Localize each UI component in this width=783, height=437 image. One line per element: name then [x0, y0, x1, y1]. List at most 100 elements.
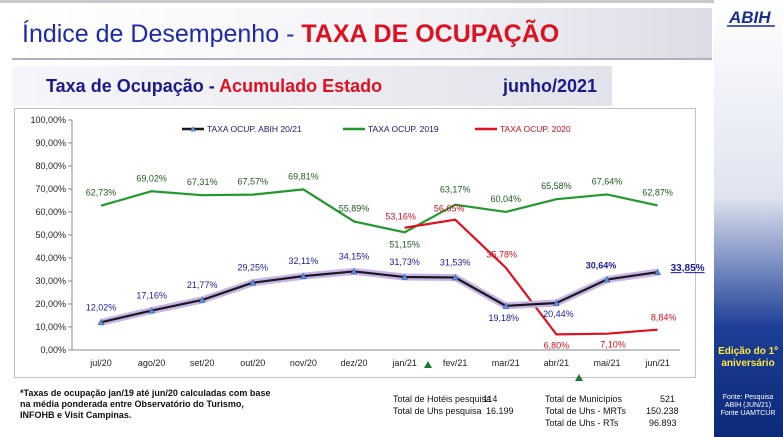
abih-logo: ABIH: [727, 8, 775, 27]
data-label-abih: 12,02%: [86, 302, 117, 312]
page-title: Índice de Desempenho - TAXA DE OCUPAÇÃO: [22, 20, 559, 49]
series-line-2019: [100, 188, 658, 234]
totals-uhs-value: 16.199: [486, 406, 514, 416]
right-side-panel: [714, 0, 783, 437]
x-tick-label: jun/21: [644, 358, 670, 368]
totals-rts-value: 96.893: [649, 418, 677, 428]
data-label-abih: 20,44%: [543, 309, 574, 319]
y-tick-label: 90,00%: [35, 138, 66, 148]
data-label-2019: 62,87%: [642, 187, 673, 197]
data-label-2019: 67,57%: [238, 177, 269, 187]
data-label-2019: 55,89%: [339, 203, 370, 213]
data-label-abih: 21,77%: [187, 280, 218, 290]
x-tick-label: abr/21: [544, 358, 570, 368]
data-label-abih: 34,15%: [339, 251, 370, 261]
legend-label: TAXA OCUP. 2020: [500, 124, 571, 134]
series-point-abih: [401, 273, 409, 280]
data-label-2019: 51,15%: [389, 239, 420, 249]
legend-label: TAXA OCUP. ABIH 20/21: [207, 124, 302, 134]
edicao-badge: Edição do 1º aniversário: [718, 346, 778, 369]
y-tick-label: 50,00%: [35, 230, 66, 240]
x-tick-label: jan/21: [391, 358, 417, 368]
series-point-abih: [552, 299, 560, 306]
y-tick-label: 60,00%: [35, 207, 66, 217]
data-label-2020: 7,10%: [600, 340, 626, 350]
data-label-2020: 6,80%: [544, 340, 570, 350]
totals-rts-label: Total de Uhs - RTs: [545, 418, 619, 428]
x-tick-label: set/20: [190, 358, 215, 368]
data-label-2019: 69,02%: [136, 173, 167, 183]
data-label-abih: 30,64%: [586, 261, 617, 271]
marker-triangle-icon: [424, 361, 432, 368]
legend-marker-icon: [190, 126, 196, 132]
chart-subtitle: Taxa de Ocupação - Acumulado Estado: [46, 76, 382, 97]
totals-mrts-value: 150.238: [646, 406, 679, 416]
x-tick-label: out/20: [240, 358, 265, 368]
series-point-abih: [148, 307, 156, 314]
series-point-abih: [603, 276, 611, 283]
subtitle-highlight: Acumulado Estado: [219, 76, 383, 96]
data-label-2020: 35,78%: [487, 250, 518, 260]
subtitle-bar: [12, 66, 612, 106]
x-tick-label: ago/20: [138, 358, 166, 368]
data-label-2019: 63,17%: [440, 185, 471, 195]
series-point-abih: [97, 318, 105, 326]
data-label-2019: 69,81%: [288, 171, 319, 181]
totals-municipios-label: Total de Municípios: [545, 394, 623, 404]
totals-hoteis-label: Total de Hotéis pesquisa: [393, 394, 492, 404]
y-tick-label: 100,00%: [30, 115, 66, 125]
series-point-abih: [451, 273, 459, 281]
data-label-2019: 60,04%: [491, 194, 522, 204]
footnote: *Taxas de ocupação jan/19 até jun/20 cal…: [20, 388, 271, 420]
series-line-abih-glow: [100, 267, 659, 326]
x-tick-label: fev/21: [443, 358, 468, 368]
period-label: junho/2021: [503, 76, 598, 96]
data-label-2019: 65,58%: [541, 181, 572, 191]
logo-text: ABIH: [728, 8, 771, 27]
y-tick-label: 0,00%: [40, 345, 66, 355]
data-label-abih: 31,53%: [440, 257, 471, 267]
y-tick-label: 40,00%: [35, 253, 66, 263]
marker-triangle-icon: [575, 374, 583, 381]
top-frame-line: [0, 0, 783, 3]
data-label-2020: 8,84%: [651, 313, 677, 323]
x-tick-label: nov/20: [290, 358, 317, 368]
data-label-2020: 56,65%: [434, 204, 465, 214]
title-prefix: Índice de Desempenho -: [22, 20, 302, 48]
x-tick-label: mar/21: [492, 358, 520, 368]
series-point-abih: [350, 267, 358, 275]
source-note: Fonte: Pesquisa ABIH (JUN/21) Fonte UAMT…: [720, 394, 776, 417]
data-label-2019: 62,73%: [86, 188, 117, 198]
legend-label: TAXA OCUP. 2019: [368, 124, 439, 134]
x-tick-label: jul/20: [89, 358, 112, 368]
series-point-abih: [249, 279, 257, 286]
y-tick-label: 30,00%: [35, 276, 66, 286]
subtitle-prefix: Taxa de Ocupação -: [46, 76, 220, 96]
series-point-abih: [502, 302, 510, 309]
y-tick-label: 80,00%: [35, 161, 66, 171]
totals-hoteis-value: 114: [483, 394, 498, 404]
data-label-abih: 33,85%: [671, 263, 705, 274]
y-tick-label: 10,00%: [35, 322, 66, 332]
data-label-2019: 67,64%: [592, 176, 623, 186]
x-tick-label: dez/20: [340, 358, 367, 368]
series-point-abih: [654, 268, 662, 275]
data-label-2020: 53,16%: [385, 212, 416, 222]
data-label-abih: 31,73%: [389, 257, 420, 267]
series-point-abih: [198, 296, 206, 303]
title-highlight: TAXA DE OCUPAÇÃO: [301, 20, 560, 48]
x-tick-label: mai/21: [593, 358, 620, 368]
series-point-abih: [299, 272, 307, 279]
totals-uhs-label: Total de Uhs pesquisa: [393, 406, 482, 416]
series-line-abih: [100, 270, 658, 324]
data-label-2019: 67,31%: [187, 177, 218, 187]
data-label-abih: 32,11%: [288, 256, 318, 266]
y-tick-label: 70,00%: [35, 184, 66, 194]
totals-mrts-label: Total de Uhs - MRTs: [545, 406, 626, 416]
data-label-abih: 19,18%: [489, 313, 520, 323]
y-tick-label: 20,00%: [35, 299, 66, 309]
data-label-abih: 29,25%: [238, 263, 269, 273]
title-bar: [12, 8, 712, 60]
totals-municipios-value: 521: [660, 394, 676, 404]
